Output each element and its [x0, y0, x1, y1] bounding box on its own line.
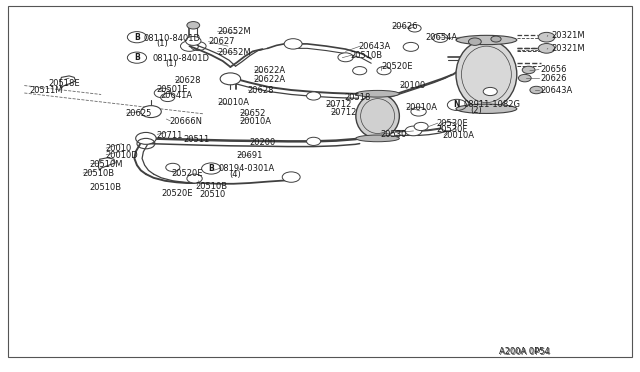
- Circle shape: [220, 73, 241, 85]
- Text: 20510B: 20510B: [82, 169, 114, 178]
- Text: 20652M: 20652M: [218, 48, 252, 57]
- Circle shape: [522, 66, 535, 74]
- Text: 20511: 20511: [183, 135, 209, 144]
- Text: 20520E: 20520E: [161, 189, 193, 198]
- Text: B: B: [209, 164, 214, 173]
- Text: 20652M: 20652M: [218, 27, 252, 36]
- Circle shape: [141, 106, 161, 118]
- Circle shape: [136, 132, 156, 144]
- Circle shape: [538, 44, 555, 53]
- Circle shape: [187, 22, 200, 29]
- Text: 20010D: 20010D: [105, 151, 138, 160]
- Text: 20530: 20530: [380, 130, 406, 139]
- Text: (2): (2): [470, 106, 481, 115]
- Text: 20100: 20100: [399, 81, 426, 90]
- Circle shape: [284, 39, 302, 49]
- Text: 20652: 20652: [239, 109, 266, 118]
- Circle shape: [433, 33, 448, 42]
- Text: 20530E: 20530E: [436, 119, 468, 128]
- Text: 20666N: 20666N: [169, 117, 202, 126]
- Circle shape: [353, 67, 367, 75]
- Text: 20321M: 20321M: [552, 44, 586, 53]
- Text: 20712: 20712: [330, 108, 356, 117]
- Text: 20622A: 20622A: [253, 66, 285, 75]
- Text: 20518E: 20518E: [49, 79, 80, 88]
- Circle shape: [154, 88, 171, 98]
- Text: 20711: 20711: [156, 131, 182, 140]
- Text: 20643A: 20643A: [540, 86, 572, 95]
- Circle shape: [440, 122, 456, 131]
- Text: 20628: 20628: [174, 76, 200, 85]
- Text: 20643A: 20643A: [358, 42, 390, 51]
- Circle shape: [161, 93, 175, 102]
- Text: 20628: 20628: [247, 86, 273, 95]
- Text: 20010A: 20010A: [218, 98, 250, 107]
- Text: 20712: 20712: [325, 100, 351, 109]
- Circle shape: [530, 86, 543, 94]
- Text: 20656: 20656: [540, 65, 566, 74]
- Text: 20510B: 20510B: [196, 182, 228, 191]
- Circle shape: [405, 126, 422, 136]
- Text: 08110-8401D: 08110-8401D: [152, 54, 209, 62]
- Circle shape: [187, 174, 202, 183]
- Text: 08911-1082G: 08911-1082G: [463, 100, 520, 109]
- Text: N: N: [454, 100, 460, 109]
- Ellipse shape: [356, 94, 399, 138]
- Circle shape: [483, 87, 497, 96]
- Text: 20321M: 20321M: [552, 31, 586, 40]
- Text: 20626: 20626: [392, 22, 418, 31]
- Text: 08194-0301A: 08194-0301A: [219, 164, 275, 173]
- Text: B: B: [134, 33, 140, 42]
- Ellipse shape: [356, 90, 399, 97]
- Circle shape: [411, 107, 426, 116]
- Text: 20501E: 20501E: [156, 85, 188, 94]
- Circle shape: [491, 36, 501, 42]
- Circle shape: [538, 32, 555, 42]
- Circle shape: [408, 25, 421, 32]
- Circle shape: [166, 163, 180, 171]
- Circle shape: [186, 36, 201, 45]
- Ellipse shape: [456, 35, 517, 45]
- Circle shape: [282, 172, 300, 182]
- Circle shape: [414, 122, 428, 131]
- Text: 20010: 20010: [105, 144, 131, 153]
- Text: 20626: 20626: [540, 74, 566, 83]
- Ellipse shape: [356, 135, 399, 142]
- Text: (1): (1): [165, 59, 177, 68]
- Text: A200A 0P54: A200A 0P54: [499, 347, 550, 356]
- Text: 20691: 20691: [237, 151, 263, 160]
- Text: A200A 0P54: A200A 0P54: [500, 348, 551, 357]
- Text: 20010A: 20010A: [443, 131, 475, 140]
- Text: 20520E: 20520E: [381, 62, 413, 71]
- Ellipse shape: [456, 104, 517, 113]
- Ellipse shape: [456, 40, 517, 109]
- Circle shape: [468, 38, 481, 45]
- Text: 20510B: 20510B: [351, 51, 383, 60]
- Text: 20530F: 20530F: [436, 125, 468, 134]
- Text: 20010A: 20010A: [239, 117, 271, 126]
- Text: B: B: [134, 53, 140, 62]
- Text: 20200: 20200: [250, 138, 276, 147]
- Text: 08110-8401D: 08110-8401D: [143, 34, 200, 43]
- Text: 20518: 20518: [344, 93, 371, 102]
- Text: 20654A: 20654A: [425, 33, 457, 42]
- Text: 20520E: 20520E: [172, 169, 203, 178]
- Text: 20511M: 20511M: [29, 86, 63, 95]
- Text: 20510M: 20510M: [90, 160, 123, 169]
- Circle shape: [377, 67, 391, 75]
- Text: 20510: 20510: [200, 190, 226, 199]
- Circle shape: [307, 137, 321, 145]
- Circle shape: [403, 42, 419, 51]
- Text: (1): (1): [156, 39, 168, 48]
- Circle shape: [518, 74, 531, 82]
- Text: 20625: 20625: [125, 109, 152, 118]
- Text: 20622A: 20622A: [253, 75, 285, 84]
- Text: 20010A: 20010A: [406, 103, 438, 112]
- Text: (4): (4): [229, 170, 241, 179]
- Circle shape: [338, 53, 353, 62]
- Text: 20627: 20627: [209, 37, 235, 46]
- Text: 20641A: 20641A: [160, 92, 192, 100]
- Circle shape: [307, 92, 321, 100]
- Text: 20510B: 20510B: [90, 183, 122, 192]
